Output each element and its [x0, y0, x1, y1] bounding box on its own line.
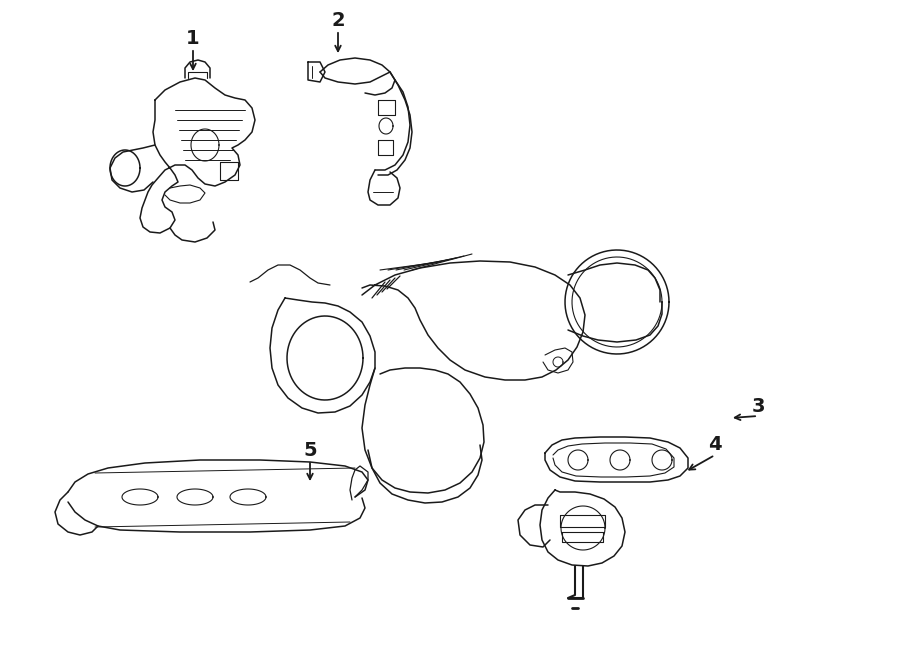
Text: 5: 5	[303, 440, 317, 459]
Text: 3: 3	[752, 397, 765, 416]
Text: 2: 2	[331, 11, 345, 30]
Text: 1: 1	[186, 28, 200, 48]
Text: 4: 4	[708, 436, 722, 455]
